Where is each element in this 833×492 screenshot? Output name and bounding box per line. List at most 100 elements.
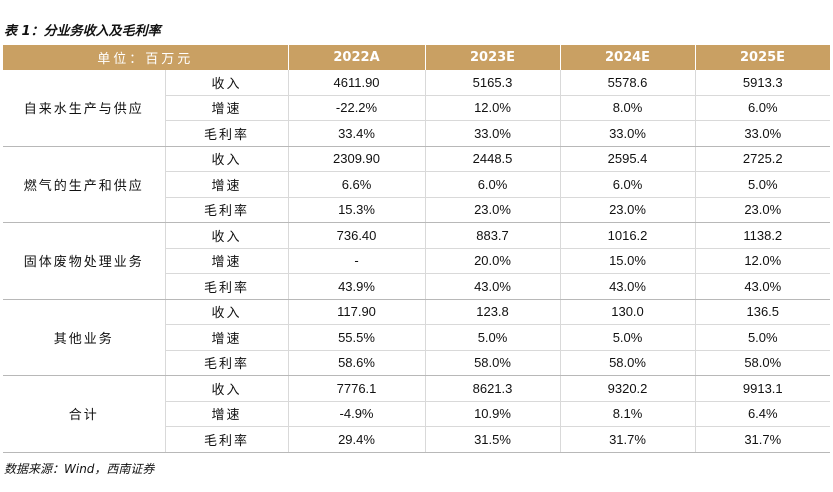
table-row: 其他业务 收入 117.90 123.8 130.0 136.5 <box>3 299 831 376</box>
source-note: 数据来源：Wind，西南证券 <box>4 462 155 476</box>
metric-label: 收入 <box>165 299 289 325</box>
value-cell: 33.4% <box>288 120 426 147</box>
value-cell: 9913.1 <box>695 375 831 402</box>
header-cell: 2022A <box>288 45 426 70</box>
value-cell: 55.5% <box>288 324 426 351</box>
header-row: 单位：百万元 2022A 2023E 2024E 2025E <box>3 45 831 70</box>
value-cell: 23.0% <box>695 197 831 223</box>
value-cell: 15.0% <box>560 248 696 274</box>
table-row: 毛利率 29.4% 31.5% 31.7% 31.7% <box>3 426 831 453</box>
value-cell: 6.0% <box>560 171 696 198</box>
metric-label: 增速 <box>165 324 289 351</box>
table-row: 增速 -4.9% 10.9% 8.1% 6.4% <box>3 401 831 427</box>
value-cell: 31.5% <box>425 426 561 453</box>
value-cell: 58.0% <box>425 350 561 376</box>
value-cell: 58.0% <box>560 350 696 376</box>
value-cell: 8.0% <box>560 95 696 121</box>
value-cell: 31.7% <box>560 426 696 453</box>
table-row: 毛利率 58.6% 58.0% 58.0% 58.0% <box>3 350 831 376</box>
header-cell: 2024E <box>560 45 696 70</box>
table-row: 固体废物处理业务 收入 736.40 883.7 1016.2 1138.2 <box>3 222 831 300</box>
table-row: 增速 55.5% 5.0% 5.0% 5.0% <box>3 324 831 351</box>
metric-label: 增速 <box>165 401 289 427</box>
metric-label: 收入 <box>165 146 289 172</box>
table-row: 毛利率 43.9% 43.0% 43.0% 43.0% <box>3 273 831 300</box>
metric-label: 毛利率 <box>165 120 289 147</box>
value-cell: 7776.1 <box>288 375 426 402</box>
value-cell: 58.0% <box>695 350 831 376</box>
metric-label: 增速 <box>165 248 289 274</box>
value-cell: 43.0% <box>695 273 831 300</box>
group-label: 燃气的生产和供应 <box>3 146 166 223</box>
value-cell: 117.90 <box>288 299 426 325</box>
group-label: 合计 <box>3 375 166 453</box>
metric-label: 毛利率 <box>165 350 289 376</box>
value-cell: 29.4% <box>288 426 426 453</box>
table-row: 自来水生产与供应 收入 4611.90 5165.3 5578.6 5913.3 <box>3 70 831 147</box>
metric-label: 增速 <box>165 95 289 121</box>
value-cell: 883.7 <box>425 222 561 249</box>
value-cell: 58.6% <box>288 350 426 376</box>
data-table: 单位：百万元 2022A 2023E 2024E 2025E 自来水生产与供应 收入 461… <box>3 45 831 453</box>
value-cell: -4.9% <box>288 401 426 427</box>
value-cell: 5165.3 <box>425 70 561 96</box>
metric-label: 收入 <box>165 70 289 96</box>
value-cell: 12.0% <box>695 248 831 274</box>
value-cell: 31.7% <box>695 426 831 453</box>
value-cell: 8.1% <box>560 401 696 427</box>
value-cell: 130.0 <box>560 299 696 325</box>
value-cell: 5578.6 <box>560 70 696 96</box>
table-row: 毛利率 15.3% 23.0% 23.0% 23.0% <box>3 197 831 223</box>
value-cell: 33.0% <box>695 120 831 147</box>
value-cell: 1016.2 <box>560 222 696 249</box>
metric-label: 收入 <box>165 222 289 249</box>
metric-label: 毛利率 <box>165 273 289 300</box>
metric-label: 增速 <box>165 171 289 198</box>
table-row: 增速 -22.2% 12.0% 8.0% 6.0% <box>3 95 831 121</box>
value-cell: 2595.4 <box>560 146 696 172</box>
value-cell: 43.9% <box>288 273 426 300</box>
value-cell: 6.4% <box>695 401 831 427</box>
value-cell: 5.0% <box>425 324 561 351</box>
value-cell: 23.0% <box>425 197 561 223</box>
value-cell: 2309.90 <box>288 146 426 172</box>
value-cell: 33.0% <box>560 120 696 147</box>
metric-label: 毛利率 <box>165 426 289 453</box>
table-row: 毛利率 33.4% 33.0% 33.0% 33.0% <box>3 120 831 147</box>
header-cell: 2023E <box>425 45 561 70</box>
value-cell: 4611.90 <box>288 70 426 96</box>
table-body: 自来水生产与供应 收入 4611.90 5165.3 5578.6 5913.3 增速 -22… <box>3 70 831 453</box>
header-cell: 2025E <box>695 45 831 70</box>
value-cell: 8621.3 <box>425 375 561 402</box>
value-cell: 33.0% <box>425 120 561 147</box>
table-row: 增速 -20.0% 15.0% 12.0% <box>3 248 831 274</box>
value-cell: 5.0% <box>695 324 831 351</box>
value-cell: 15.3% <box>288 197 426 223</box>
value-cell: -22.2% <box>288 95 426 121</box>
value-cell: 1138.2 <box>695 222 831 249</box>
value-cell: 12.0% <box>425 95 561 121</box>
value-cell: 6.0% <box>695 95 831 121</box>
group-label: 固体废物处理业务 <box>3 222 166 300</box>
value-cell: 136.5 <box>695 299 831 325</box>
value-cell: 20.0% <box>425 248 561 274</box>
value-cell: 10.9% <box>425 401 561 427</box>
metric-label: 收入 <box>165 375 289 402</box>
header-cell: 单位：百万元 <box>3 45 289 70</box>
value-cell: 5913.3 <box>695 70 831 96</box>
table-row: 增速 6.6% 6.0% 6.0% 5.0% <box>3 171 831 198</box>
table-row: 合计 收入 7776.1 8621.3 9320.2 9913.1 <box>3 375 831 453</box>
table-title: 表 1：分业务收入及毛利率 <box>4 24 161 39</box>
value-cell: 6.0% <box>425 171 561 198</box>
value-cell: 9320.2 <box>560 375 696 402</box>
value-cell: - <box>288 248 426 274</box>
value-cell: 43.0% <box>425 273 561 300</box>
group-label: 其他业务 <box>3 299 166 376</box>
value-cell: 2725.2 <box>695 146 831 172</box>
value-cell: 43.0% <box>560 273 696 300</box>
value-cell: 6.6% <box>288 171 426 198</box>
value-cell: 2448.5 <box>425 146 561 172</box>
value-cell: 23.0% <box>560 197 696 223</box>
metric-label: 毛利率 <box>165 197 289 223</box>
